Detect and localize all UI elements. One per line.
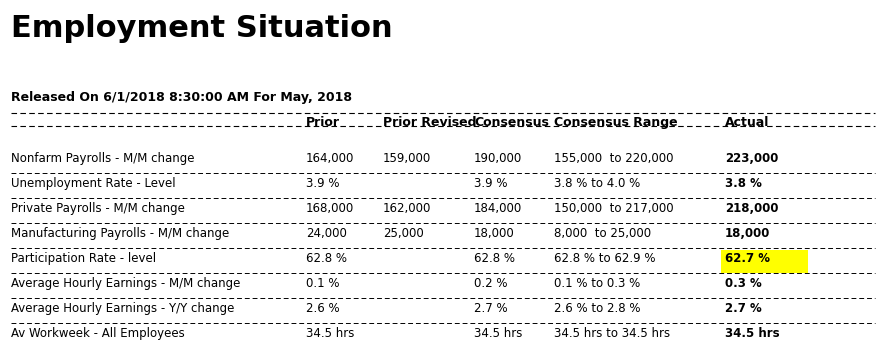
Text: 2.7 %: 2.7 % [725,302,761,315]
FancyBboxPatch shape [721,250,808,273]
Text: 25,000: 25,000 [383,227,424,240]
Text: Av Workweek - All Employees: Av Workweek - All Employees [11,327,184,340]
Text: 0.1 %: 0.1 % [306,277,339,290]
Text: 34.5 hrs to 34.5 hrs: 34.5 hrs to 34.5 hrs [554,327,670,340]
Text: 2.6 % to 2.8 %: 2.6 % to 2.8 % [554,302,641,315]
Text: 18,000: 18,000 [725,227,770,240]
Text: Private Payrolls - M/M change: Private Payrolls - M/M change [11,202,184,215]
Text: Prior Revised: Prior Revised [383,116,477,129]
Text: Unemployment Rate - Level: Unemployment Rate - Level [11,177,175,190]
Text: 34.5 hrs: 34.5 hrs [474,327,523,340]
Text: 190,000: 190,000 [474,152,522,165]
Text: 18,000: 18,000 [474,227,515,240]
Text: 223,000: 223,000 [725,152,778,165]
Text: Average Hourly Earnings - M/M change: Average Hourly Earnings - M/M change [11,277,240,290]
Text: 150,000  to 217,000: 150,000 to 217,000 [554,202,673,215]
Text: 62.8 % to 62.9 %: 62.8 % to 62.9 % [554,252,656,265]
Text: 3.9 %: 3.9 % [306,177,339,190]
Text: 0.2 %: 0.2 % [474,277,508,290]
Text: 159,000: 159,000 [383,152,431,165]
Text: Participation Rate - level: Participation Rate - level [11,252,156,265]
Text: 184,000: 184,000 [474,202,522,215]
Text: 162,000: 162,000 [383,202,431,215]
Text: 155,000  to 220,000: 155,000 to 220,000 [554,152,673,165]
Text: 62.7 %: 62.7 % [725,252,770,265]
Text: 34.5 hrs: 34.5 hrs [306,327,354,340]
Text: 164,000: 164,000 [306,152,354,165]
Text: 3.8 %: 3.8 % [725,177,762,190]
Text: 8,000  to 25,000: 8,000 to 25,000 [554,227,651,240]
Text: 168,000: 168,000 [306,202,354,215]
Text: 0.1 % to 0.3 %: 0.1 % to 0.3 % [554,277,640,290]
Text: Consensus: Consensus [474,116,549,129]
Text: Average Hourly Earnings - Y/Y change: Average Hourly Earnings - Y/Y change [11,302,234,315]
Text: 218,000: 218,000 [725,202,778,215]
Text: 3.8 % to 4.0 %: 3.8 % to 4.0 % [554,177,640,190]
Text: 24,000: 24,000 [306,227,346,240]
Text: 34.5 hrs: 34.5 hrs [725,327,780,340]
Text: Nonfarm Payrolls - M/M change: Nonfarm Payrolls - M/M change [11,152,194,165]
Text: 2.7 %: 2.7 % [474,302,508,315]
Text: 62.8 %: 62.8 % [306,252,346,265]
Text: Released On 6/1/2018 8:30:00 AM For May, 2018: Released On 6/1/2018 8:30:00 AM For May,… [11,91,352,104]
Text: Prior: Prior [306,116,339,129]
Text: Employment Situation: Employment Situation [11,14,392,43]
Text: Consensus Range: Consensus Range [554,116,678,129]
Text: 2.6 %: 2.6 % [306,302,339,315]
Text: Actual: Actual [725,116,769,129]
Text: Manufacturing Payrolls - M/M change: Manufacturing Payrolls - M/M change [11,227,229,240]
Text: 3.9 %: 3.9 % [474,177,508,190]
Text: 0.3 %: 0.3 % [725,277,761,290]
Text: 62.8 %: 62.8 % [474,252,515,265]
